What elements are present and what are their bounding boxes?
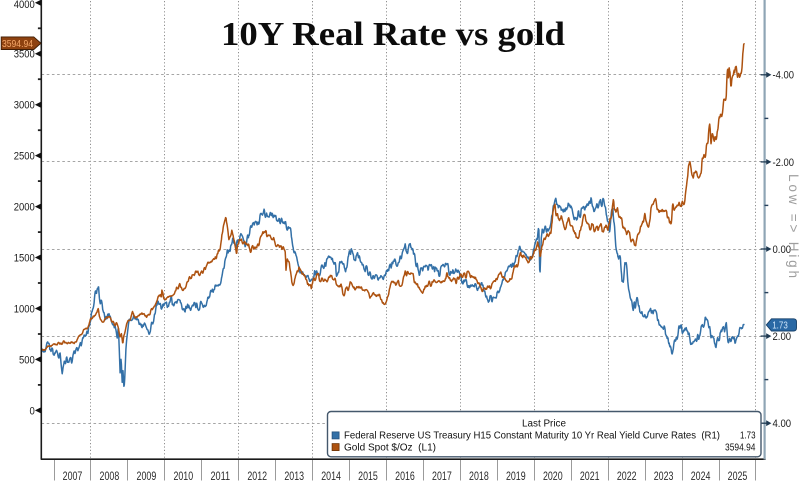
svg-text:2015: 2015 bbox=[358, 471, 378, 481]
svg-text:2011: 2011 bbox=[210, 471, 230, 481]
svg-text:2014: 2014 bbox=[321, 471, 341, 481]
svg-text:-4.00: -4.00 bbox=[773, 70, 795, 82]
svg-text:3500: 3500 bbox=[14, 49, 35, 61]
svg-text:2000: 2000 bbox=[14, 202, 35, 214]
svg-text:2022: 2022 bbox=[617, 471, 637, 481]
svg-text:3594.94: 3594.94 bbox=[725, 443, 756, 454]
svg-text:0.00: 0.00 bbox=[773, 244, 792, 256]
svg-text:2018: 2018 bbox=[469, 471, 489, 481]
svg-text:2008: 2008 bbox=[100, 471, 120, 481]
svg-text:2010: 2010 bbox=[173, 471, 193, 481]
svg-text:2016: 2016 bbox=[395, 471, 415, 481]
svg-text:2013: 2013 bbox=[284, 471, 304, 481]
svg-text:2007: 2007 bbox=[63, 471, 83, 481]
svg-text:Low => High: Low => High bbox=[786, 174, 800, 278]
svg-text:2017: 2017 bbox=[432, 471, 452, 481]
svg-text:2.00: 2.00 bbox=[773, 331, 792, 343]
svg-text:Gold Spot $/Oz (L1): Gold Spot $/Oz (L1) bbox=[344, 443, 436, 454]
svg-text:-2.00: -2.00 bbox=[773, 157, 795, 169]
svg-text:Last Price: Last Price bbox=[522, 418, 567, 429]
svg-text:0: 0 bbox=[30, 405, 35, 417]
svg-text:10Y Real Rate vs gold: 10Y Real Rate vs gold bbox=[221, 16, 565, 53]
svg-text:Federal Reserve US Treasury H1: Federal Reserve US Treasury H15 Constant… bbox=[344, 431, 720, 442]
svg-text:3594.94: 3594.94 bbox=[2, 39, 33, 50]
svg-text:2021: 2021 bbox=[580, 471, 600, 481]
svg-text:2024: 2024 bbox=[691, 471, 711, 481]
svg-text:2500: 2500 bbox=[14, 151, 35, 163]
svg-text:4000: 4000 bbox=[14, 0, 35, 11]
svg-text:2012: 2012 bbox=[247, 471, 267, 481]
svg-text:2025: 2025 bbox=[728, 471, 748, 481]
svg-text:1.73: 1.73 bbox=[772, 321, 788, 332]
svg-text:1500: 1500 bbox=[14, 252, 35, 264]
svg-text:2020: 2020 bbox=[543, 471, 563, 481]
svg-text:2009: 2009 bbox=[137, 471, 157, 481]
svg-text:1000: 1000 bbox=[14, 303, 35, 315]
svg-text:2019: 2019 bbox=[506, 471, 526, 481]
svg-text:1.73: 1.73 bbox=[740, 431, 756, 442]
svg-text:2023: 2023 bbox=[654, 471, 674, 481]
svg-text:3000: 3000 bbox=[14, 100, 35, 112]
svg-text:4.00: 4.00 bbox=[773, 418, 792, 430]
svg-text:500: 500 bbox=[19, 354, 35, 366]
